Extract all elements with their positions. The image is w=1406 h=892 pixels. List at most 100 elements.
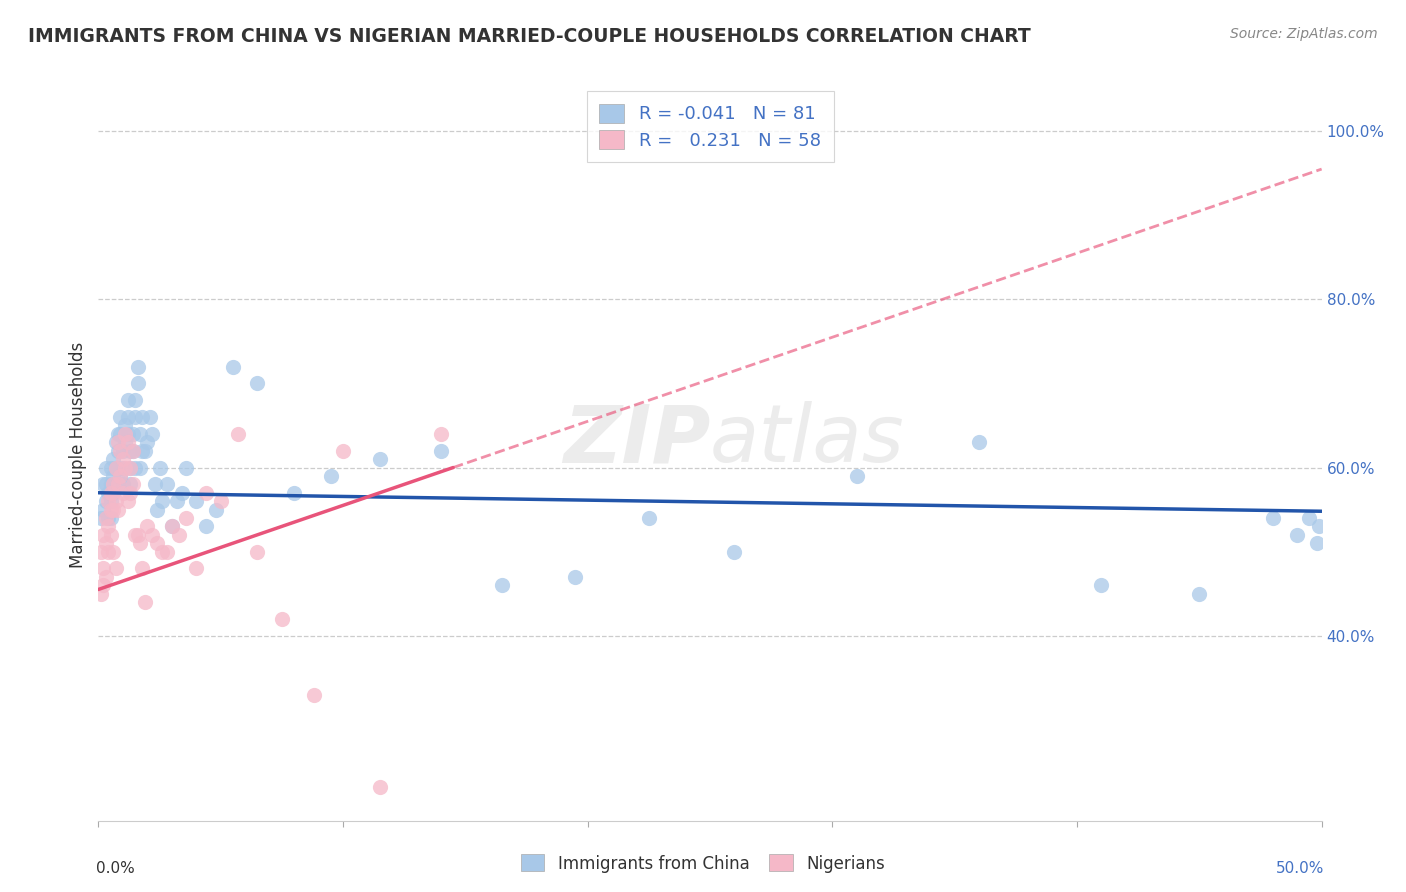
- Point: [195, 485, 218, 500]
- Point: [104, 477, 127, 491]
- Point: [1306, 536, 1329, 550]
- Point: [90, 544, 112, 558]
- Point: [209, 494, 232, 508]
- Point: [150, 544, 173, 558]
- Point: [368, 452, 391, 467]
- Point: [129, 536, 152, 550]
- Point: [167, 528, 190, 542]
- Point: [150, 494, 173, 508]
- Point: [94, 477, 117, 491]
- Point: [270, 612, 294, 626]
- Point: [101, 485, 124, 500]
- Point: [139, 410, 162, 425]
- Point: [91, 502, 114, 516]
- Point: [120, 477, 142, 491]
- Point: [107, 435, 129, 450]
- Point: [117, 393, 139, 408]
- Point: [1188, 587, 1211, 601]
- Text: 50.0%: 50.0%: [1275, 861, 1324, 876]
- Point: [110, 426, 132, 441]
- Point: [97, 544, 120, 558]
- Point: [91, 578, 114, 592]
- Point: [1286, 528, 1309, 542]
- Point: [90, 587, 112, 601]
- Point: [124, 460, 146, 475]
- Point: [104, 435, 127, 450]
- Point: [156, 544, 179, 558]
- Point: [107, 443, 129, 458]
- Point: [120, 485, 142, 500]
- Point: [94, 460, 117, 475]
- Point: [131, 561, 153, 575]
- Point: [160, 519, 183, 533]
- Text: 0.0%: 0.0%: [96, 861, 135, 876]
- Point: [110, 469, 132, 483]
- Point: [134, 595, 156, 609]
- Point: [101, 502, 124, 516]
- Point: [143, 477, 166, 491]
- Point: [149, 460, 172, 475]
- Point: [114, 435, 136, 450]
- Point: [129, 426, 152, 441]
- Point: [129, 460, 152, 475]
- Point: [368, 780, 391, 794]
- Point: [111, 460, 134, 475]
- Point: [117, 426, 139, 441]
- Point: [104, 494, 127, 508]
- Point: [111, 443, 134, 458]
- Point: [101, 477, 124, 491]
- Point: [283, 485, 305, 500]
- Point: [166, 494, 188, 508]
- Point: [1298, 511, 1320, 525]
- Point: [97, 485, 120, 500]
- Point: [100, 528, 122, 542]
- Point: [176, 511, 198, 525]
- Point: [564, 570, 586, 584]
- Point: [94, 570, 117, 584]
- Point: [141, 426, 163, 441]
- Point: [430, 426, 453, 441]
- Point: [195, 519, 218, 533]
- Point: [104, 561, 127, 575]
- Text: Source: ZipAtlas.com: Source: ZipAtlas.com: [1230, 27, 1378, 41]
- Point: [97, 519, 120, 533]
- Point: [176, 460, 198, 475]
- Point: [120, 460, 142, 475]
- Point: [101, 469, 124, 483]
- Point: [156, 477, 179, 491]
- Point: [117, 410, 139, 425]
- Point: [97, 494, 120, 508]
- Point: [124, 393, 146, 408]
- Point: [222, 359, 245, 374]
- Point: [127, 359, 149, 374]
- Point: [124, 410, 146, 425]
- Y-axis label: Married-couple Households: Married-couple Households: [69, 342, 87, 568]
- Point: [146, 536, 169, 550]
- Point: [114, 426, 136, 441]
- Point: [134, 443, 156, 458]
- Text: ZIP: ZIP: [562, 401, 710, 479]
- Point: [332, 443, 354, 458]
- Point: [146, 502, 169, 516]
- Point: [94, 511, 117, 525]
- Point: [136, 519, 159, 533]
- Point: [226, 426, 249, 441]
- Point: [121, 477, 143, 491]
- Point: [967, 435, 990, 450]
- Point: [101, 544, 124, 558]
- Point: [101, 452, 124, 467]
- Point: [104, 460, 127, 475]
- Point: [100, 494, 122, 508]
- Point: [491, 578, 513, 592]
- Point: [121, 443, 143, 458]
- Point: [100, 502, 122, 516]
- Point: [111, 477, 134, 491]
- Point: [117, 494, 139, 508]
- Point: [94, 494, 117, 508]
- Point: [160, 519, 183, 533]
- Point: [638, 511, 661, 525]
- Point: [100, 477, 122, 491]
- Text: IMMIGRANTS FROM CHINA VS NIGERIAN MARRIED-COUPLE HOUSEHOLDS CORRELATION CHART: IMMIGRANTS FROM CHINA VS NIGERIAN MARRIE…: [28, 27, 1031, 45]
- Point: [246, 544, 269, 558]
- Point: [186, 561, 208, 575]
